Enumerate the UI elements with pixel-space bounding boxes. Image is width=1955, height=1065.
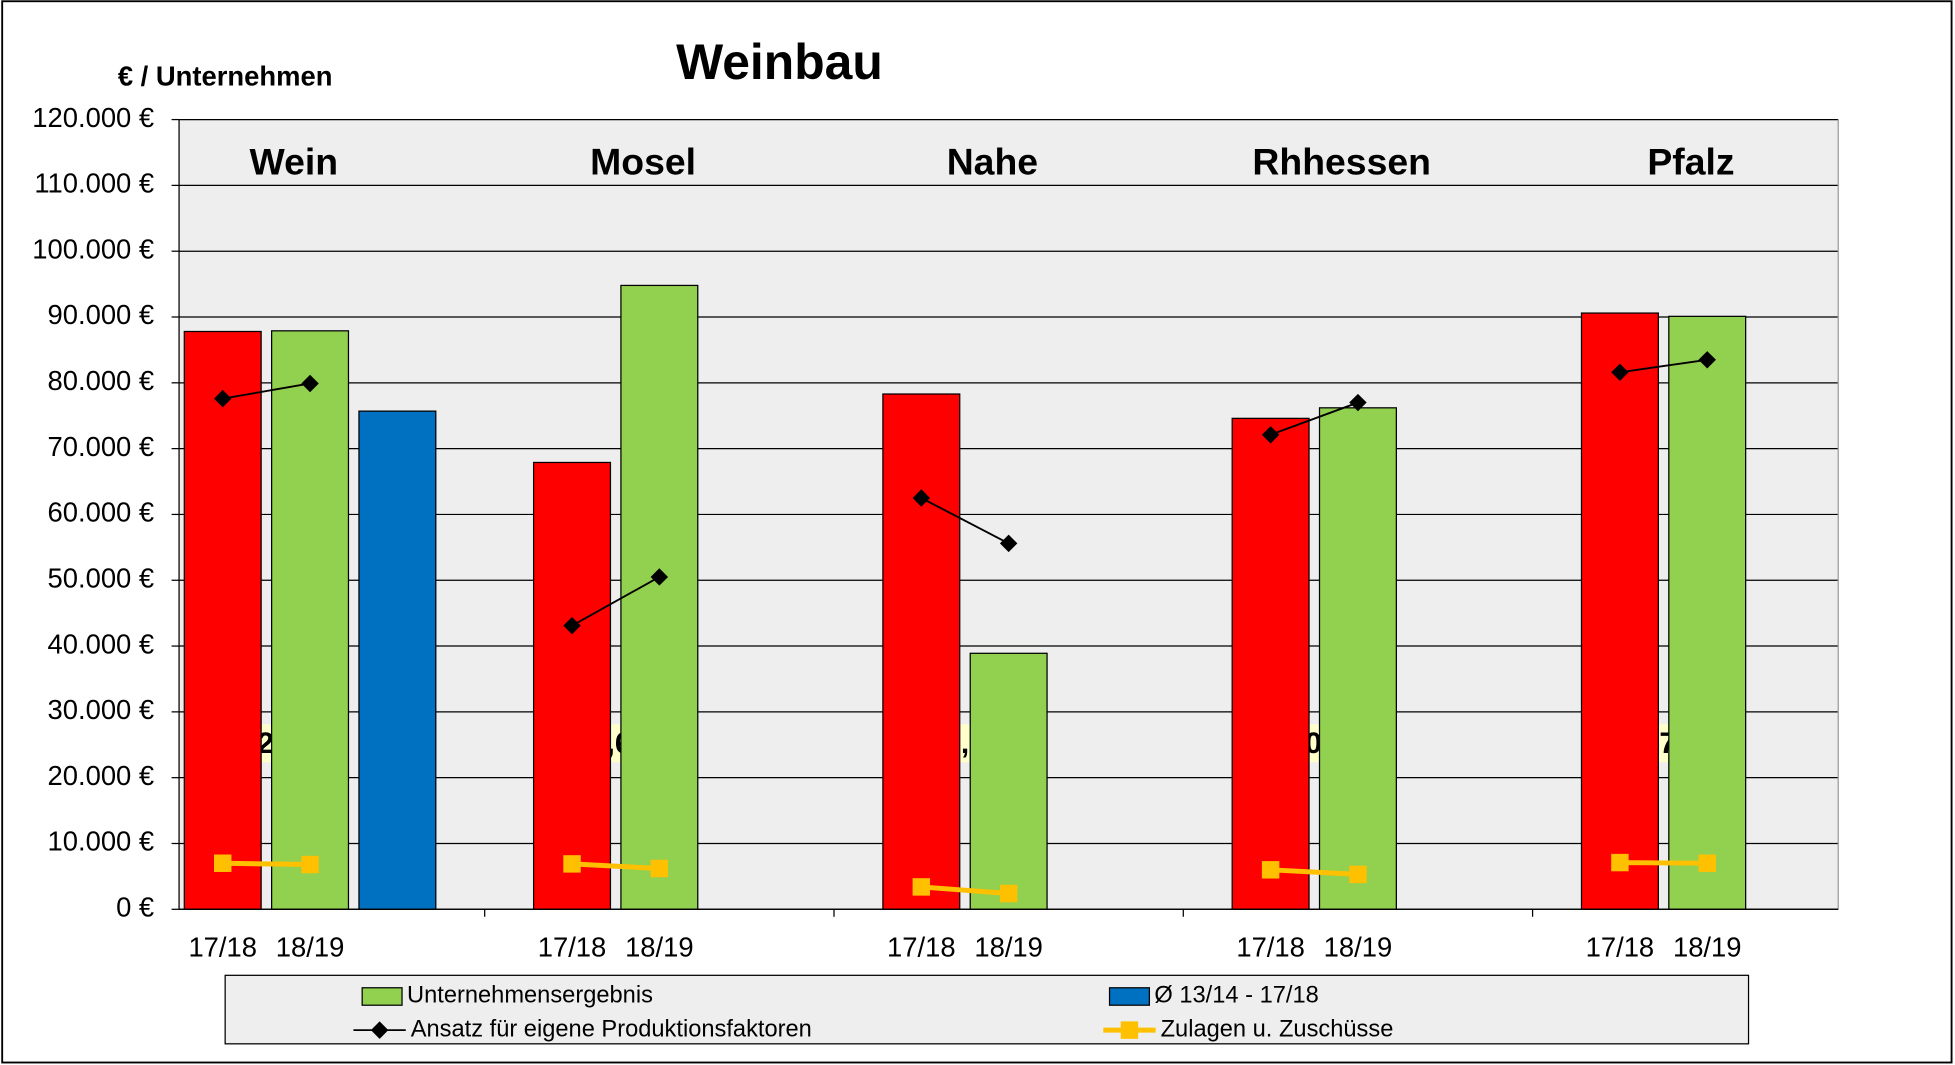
y-tick-label: 100.000 € — [32, 233, 154, 264]
line-marker — [1349, 865, 1367, 884]
x-tick-label: 18/19 — [1324, 931, 1393, 962]
legend-label: Zulagen u. Zuschüsse — [1161, 1016, 1394, 1042]
y-tick-label: 30.000 € — [48, 694, 155, 725]
legend-marker — [370, 1021, 389, 1039]
y-tick-label: 70.000 € — [48, 431, 155, 462]
y-tick-label: 60.000 € — [48, 497, 155, 528]
x-tick-label: 17/18 — [538, 931, 607, 962]
line-marker — [1611, 853, 1629, 872]
group-label: Nahe — [947, 140, 1038, 182]
legend-swatch — [1108, 987, 1151, 1006]
y-tick-label: 0 € — [116, 892, 154, 923]
bar — [1668, 315, 1747, 910]
x-tick-label: 18/19 — [1673, 931, 1742, 962]
bar — [1318, 407, 1397, 910]
bar — [271, 330, 350, 910]
line-marker — [999, 534, 1018, 553]
line-marker — [1349, 393, 1367, 412]
bar — [1231, 417, 1310, 910]
line-marker — [1698, 351, 1716, 369]
legend-swatch — [361, 987, 403, 1006]
group-label: Wein — [249, 140, 338, 182]
y-tick-label: 90.000 € — [48, 299, 155, 330]
line-marker — [214, 389, 232, 408]
line-marker — [912, 489, 931, 507]
y-tick-label: 120.000 € — [32, 102, 154, 133]
group-label: Pfalz — [1647, 140, 1734, 182]
legend — [224, 974, 1750, 1045]
bar — [532, 461, 612, 910]
legend-label: Unternehmensergebnis — [407, 983, 653, 1009]
line-marker — [563, 855, 581, 873]
bar — [882, 393, 961, 910]
line-marker — [1698, 854, 1716, 872]
group-label: Mosel — [590, 140, 696, 182]
chart-title: Weinbau — [676, 34, 883, 90]
bar — [620, 284, 699, 910]
bar — [1580, 312, 1659, 910]
y-tick-label: 10.000 € — [48, 826, 155, 857]
x-tick-label: 18/19 — [974, 931, 1043, 962]
group-label: Rhhessen — [1252, 140, 1431, 182]
y-tick-label: 40.000 € — [48, 628, 155, 659]
line-marker — [1611, 363, 1629, 382]
line-marker — [650, 859, 669, 878]
x-tick-label: 17/18 — [188, 931, 257, 962]
line-marker — [301, 855, 319, 874]
line-marker — [999, 884, 1018, 903]
bar — [358, 410, 437, 910]
x-tick-label: 17/18 — [1236, 931, 1305, 962]
y-tick-label: 50.000 € — [48, 562, 155, 593]
legend-label: Ansatz für eigene Produktionsfaktoren — [411, 1016, 812, 1042]
line-marker — [912, 878, 931, 896]
line-marker — [1261, 426, 1280, 444]
x-tick-label: 18/19 — [276, 931, 345, 962]
line-marker — [301, 374, 319, 393]
y-tick-label: 110.000 € — [34, 168, 154, 199]
y-axis-label: € / Unternehmen — [118, 61, 333, 92]
line — [222, 358, 1708, 627]
x-tick-label: 17/18 — [1586, 931, 1655, 962]
line — [222, 860, 1708, 896]
y-tick-label: 20.000 € — [48, 760, 155, 791]
x-tick-label: 17/18 — [887, 931, 956, 962]
bar — [969, 652, 1048, 910]
x-tick-label: 18/19 — [625, 931, 694, 962]
bar — [183, 330, 262, 910]
line-marker — [1261, 861, 1280, 879]
legend-label: Ø 13/14 - 17/18 — [1154, 983, 1318, 1009]
legend-marker — [1120, 1021, 1139, 1039]
y-tick-label: 80.000 € — [48, 365, 155, 396]
line-marker — [214, 854, 232, 872]
